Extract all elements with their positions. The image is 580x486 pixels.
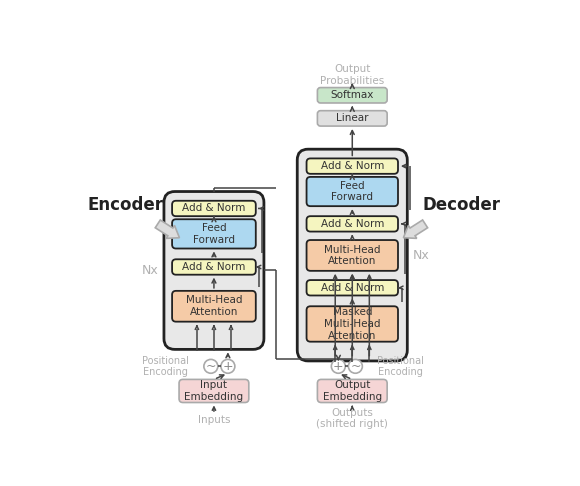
Text: Inputs: Inputs <box>198 415 230 425</box>
FancyBboxPatch shape <box>172 219 256 248</box>
Text: Add & Norm: Add & Norm <box>321 283 384 293</box>
Text: Positional
Encoding: Positional Encoding <box>142 356 189 377</box>
Text: Input
Embedding: Input Embedding <box>184 380 244 402</box>
Text: +: + <box>333 360 343 373</box>
Text: Softmax: Softmax <box>331 90 374 100</box>
FancyBboxPatch shape <box>307 158 398 174</box>
Text: Add & Norm: Add & Norm <box>321 219 384 229</box>
FancyArrow shape <box>404 220 427 238</box>
Text: Multi-Head
Attention: Multi-Head Attention <box>324 244 380 266</box>
FancyBboxPatch shape <box>307 280 398 295</box>
Text: Output
Probabilities: Output Probabilities <box>320 65 385 86</box>
FancyArrow shape <box>155 220 179 238</box>
FancyBboxPatch shape <box>317 111 387 126</box>
Text: Masked
Multi-Head
Attention: Masked Multi-Head Attention <box>324 307 380 341</box>
Text: ~: ~ <box>350 360 361 373</box>
Text: Outputs
(shifted right): Outputs (shifted right) <box>316 408 388 430</box>
Text: Output
Embedding: Output Embedding <box>322 380 382 402</box>
Text: ~: ~ <box>205 360 216 373</box>
Circle shape <box>221 359 235 373</box>
Circle shape <box>331 359 345 373</box>
Text: Nx: Nx <box>142 264 158 277</box>
Circle shape <box>349 359 362 373</box>
Text: Add & Norm: Add & Norm <box>182 204 245 213</box>
FancyBboxPatch shape <box>307 216 398 231</box>
FancyBboxPatch shape <box>297 149 407 361</box>
FancyBboxPatch shape <box>172 260 256 275</box>
FancyBboxPatch shape <box>164 191 264 349</box>
FancyBboxPatch shape <box>307 177 398 206</box>
Text: Add & Norm: Add & Norm <box>182 262 245 272</box>
FancyBboxPatch shape <box>307 306 398 342</box>
FancyBboxPatch shape <box>317 380 387 402</box>
Text: Add & Norm: Add & Norm <box>321 161 384 171</box>
FancyBboxPatch shape <box>307 240 398 271</box>
Text: Feed
Forward: Feed Forward <box>193 223 235 244</box>
Text: Feed
Forward: Feed Forward <box>331 181 374 202</box>
FancyBboxPatch shape <box>172 201 256 216</box>
Text: Encoder: Encoder <box>87 196 163 214</box>
FancyBboxPatch shape <box>172 291 256 322</box>
Text: Positional
Encoding: Positional Encoding <box>377 356 424 377</box>
Text: Nx: Nx <box>413 248 430 261</box>
Circle shape <box>204 359 218 373</box>
Text: Decoder: Decoder <box>423 196 501 214</box>
Text: Linear: Linear <box>336 113 368 123</box>
Text: +: + <box>223 360 233 373</box>
Text: Multi-Head
Attention: Multi-Head Attention <box>186 295 242 317</box>
FancyBboxPatch shape <box>179 380 249 402</box>
FancyBboxPatch shape <box>317 87 387 103</box>
